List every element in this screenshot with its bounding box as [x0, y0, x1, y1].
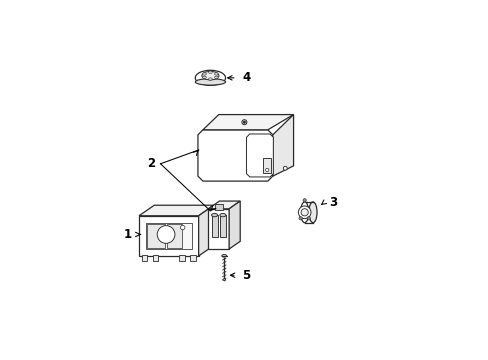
Polygon shape: [139, 216, 198, 256]
Bar: [142, 255, 147, 261]
Bar: [147, 224, 165, 248]
Ellipse shape: [203, 73, 206, 75]
Ellipse shape: [195, 79, 225, 85]
Polygon shape: [229, 201, 240, 249]
Bar: [214, 204, 222, 210]
Circle shape: [243, 121, 245, 123]
Ellipse shape: [220, 213, 225, 217]
Ellipse shape: [214, 76, 218, 78]
Text: 2: 2: [147, 157, 155, 170]
Circle shape: [301, 209, 307, 216]
Text: 1: 1: [123, 228, 132, 241]
Ellipse shape: [214, 73, 218, 75]
Ellipse shape: [211, 213, 217, 217]
Ellipse shape: [195, 70, 225, 85]
Polygon shape: [198, 130, 272, 181]
Polygon shape: [203, 114, 293, 130]
Bar: [220, 215, 225, 237]
Ellipse shape: [202, 71, 219, 80]
Bar: [263, 158, 271, 173]
Circle shape: [298, 206, 310, 219]
Bar: [166, 224, 182, 248]
Polygon shape: [139, 205, 213, 216]
Polygon shape: [246, 134, 273, 177]
Polygon shape: [208, 201, 240, 209]
Ellipse shape: [208, 71, 212, 73]
Circle shape: [298, 217, 302, 220]
Polygon shape: [198, 205, 213, 256]
Circle shape: [157, 226, 175, 243]
Circle shape: [283, 166, 286, 170]
Circle shape: [242, 120, 246, 125]
Circle shape: [303, 199, 305, 202]
Ellipse shape: [223, 279, 225, 280]
Ellipse shape: [208, 78, 212, 80]
Ellipse shape: [308, 202, 316, 223]
Polygon shape: [208, 209, 229, 249]
Ellipse shape: [222, 255, 226, 257]
Text: 4: 4: [242, 71, 250, 84]
Circle shape: [180, 225, 184, 230]
Text: 5: 5: [241, 269, 249, 282]
Polygon shape: [146, 223, 191, 249]
Bar: [211, 215, 217, 237]
Polygon shape: [272, 114, 293, 176]
Bar: [153, 255, 158, 261]
Text: 3: 3: [329, 196, 337, 209]
Ellipse shape: [203, 76, 206, 78]
Bar: [179, 255, 184, 261]
Circle shape: [265, 168, 268, 172]
Circle shape: [306, 217, 310, 220]
Ellipse shape: [300, 202, 308, 223]
Bar: [190, 255, 196, 261]
